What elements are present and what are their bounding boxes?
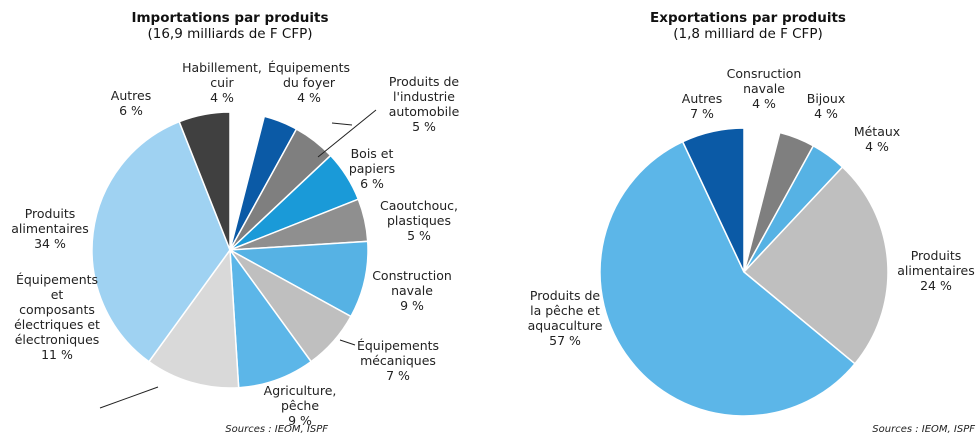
- pie-slice: [147, 247, 240, 389]
- value-label: 6 %: [360, 176, 384, 191]
- leader-line: [339, 339, 356, 346]
- slice-label: Autres 6 %: [111, 88, 151, 118]
- category-label: Habillement, cuir: [182, 60, 262, 90]
- value-label: 4 %: [865, 139, 889, 154]
- category-label: Bois et papiers: [348, 146, 396, 176]
- chart-subtitle: (16,9 milliards de F CFP): [147, 26, 313, 42]
- chart-title: Exportations par produits: [650, 10, 846, 26]
- title-block: Importations par produits (16,9 milliards…: [131, 10, 328, 42]
- category-label: Autres: [110, 88, 152, 103]
- slice-label: Consruction navale 4 %: [727, 66, 802, 111]
- category-label: Construction navale: [372, 268, 452, 298]
- value-label: 4 %: [297, 90, 321, 105]
- slice-label: Caoutchouc, plastiques 5 %: [380, 198, 458, 243]
- category-label: Consruction navale: [726, 66, 802, 96]
- slice-label: Produits alimentaires 24 %: [897, 248, 975, 293]
- category-label: Caoutchouc, plastiques: [379, 198, 459, 228]
- value-label: 9 %: [288, 413, 312, 428]
- slice-label: Produits de la pêche et aquaculture 57 %: [528, 288, 603, 348]
- value-label: 7 %: [690, 106, 714, 121]
- value-label: 7 %: [386, 368, 410, 383]
- category-label: Produits alimentaires: [897, 248, 975, 278]
- pie-slice: [599, 140, 857, 417]
- value-label: 4 %: [752, 96, 776, 111]
- source-note: Sources : IEOM, ISPF: [225, 424, 328, 435]
- category-label: Équipements mécaniques: [356, 338, 440, 368]
- chart-title: Importations par produits: [131, 10, 329, 26]
- value-label: 24 %: [920, 278, 952, 293]
- slice-label: Bijoux 4 %: [807, 91, 846, 121]
- slice-label: Habillement, cuir 4 %: [182, 60, 262, 105]
- value-label: 34 %: [34, 236, 66, 251]
- slice-label: Métaux 4 %: [854, 124, 900, 154]
- slice-label: Produits alimentaires 34 %: [11, 206, 89, 251]
- chart-subtitle: (1,8 milliard de F CFP): [673, 26, 823, 42]
- value-label: 11 %: [41, 347, 73, 362]
- slice-label: Bois et papiers 6 %: [349, 146, 395, 191]
- value-label: 6 %: [119, 103, 143, 118]
- slice-label: Autres 7 %: [682, 91, 722, 121]
- value-label: 5 %: [412, 119, 436, 134]
- value-label: 5 %: [407, 228, 431, 243]
- slice-label: Construction navale 9 %: [372, 268, 452, 313]
- category-label: Produits alimentaires: [11, 206, 89, 236]
- value-label: 4 %: [814, 106, 838, 121]
- category-label: Métaux: [853, 124, 901, 139]
- source-note: Sources : IEOM, ISPF: [872, 424, 975, 435]
- slice-label: Agriculture, pêche 9 %: [264, 383, 337, 428]
- pie-slice: [178, 111, 231, 251]
- category-label: Bijoux: [806, 91, 846, 106]
- category-label: Produits de la pêche et aquaculture: [527, 288, 603, 333]
- slice-label: Équipements mécaniques 7 %: [357, 338, 439, 383]
- category-label: Produits de l'industrie automobile: [388, 74, 460, 119]
- category-label: Agriculture, pêche: [263, 383, 337, 413]
- leader-line: [317, 109, 377, 158]
- slice-label: Produits de l'industrie automobile 5 %: [389, 74, 460, 134]
- leader-line: [331, 122, 353, 126]
- value-label: 4 %: [210, 90, 234, 105]
- value-label: 57 %: [549, 333, 581, 348]
- pie-slice: [681, 127, 745, 273]
- title-block: Exportations par produits (1,8 milliard d…: [650, 10, 846, 42]
- value-label: 9 %: [400, 298, 424, 313]
- category-label: Équipements et composants électriques et…: [14, 272, 100, 347]
- category-label: Autres: [681, 91, 723, 106]
- slice-label: Équipements du foyer 4 %: [268, 60, 350, 105]
- slice-label: Équipements et composants électriques et…: [14, 272, 100, 362]
- leader-line: [99, 386, 159, 409]
- pie-slice: [91, 120, 231, 363]
- category-label: Équipements du foyer: [267, 60, 351, 90]
- pie-slice: [742, 165, 889, 365]
